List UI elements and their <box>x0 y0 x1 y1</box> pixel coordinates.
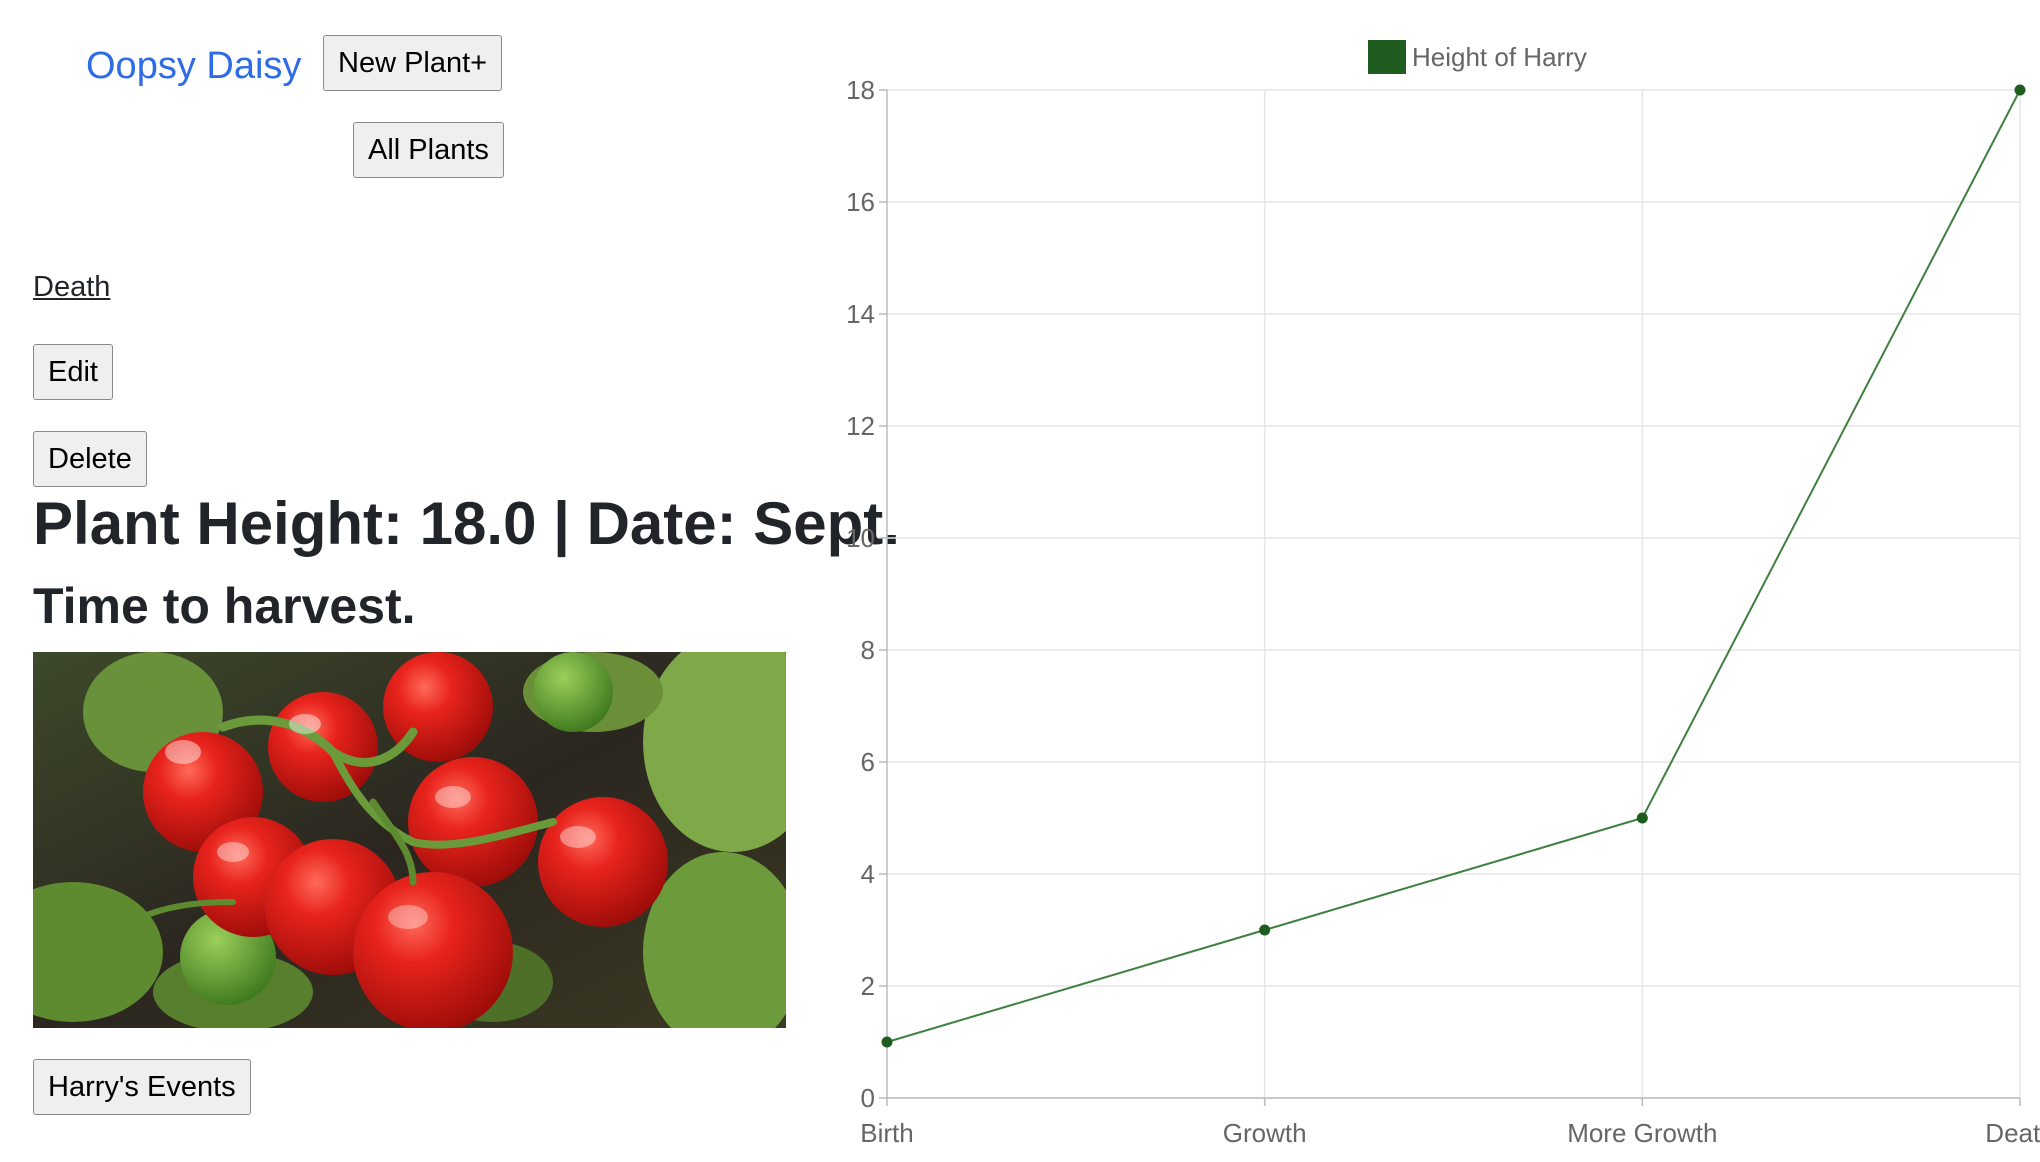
x-tick-label: Birth <box>860 1118 913 1148</box>
y-tick-label: 4 <box>861 859 875 889</box>
chart-series <box>881 84 2026 1048</box>
edit-button[interactable]: Edit <box>33 344 113 400</box>
events-button[interactable]: Harry's Events <box>33 1059 251 1115</box>
data-point <box>2014 84 2026 96</box>
series-line <box>886 89 2021 1043</box>
y-tick-label: 6 <box>861 747 875 777</box>
y-tick-label: 16 <box>846 187 875 217</box>
height-chart: 0 2 4 6 8 10 12 14 16 18 Birth Growth More Growth Dea… <box>846 40 2040 1148</box>
x-tick-label: Growth <box>1223 1118 1307 1148</box>
legend-swatch <box>1368 40 1406 74</box>
y-tick-label: 2 <box>861 971 875 1001</box>
chart-axes: 0 2 4 6 8 10 12 14 16 18 Birth Growth More Growth Dea… <box>846 75 2040 1148</box>
brand-link[interactable]: Oopsy Daisy <box>86 45 302 87</box>
delete-button[interactable]: Delete <box>33 431 147 487</box>
y-tick-label: 8 <box>861 635 875 665</box>
chart-grid <box>887 89 2021 1099</box>
event-title-link[interactable]: Death <box>33 271 111 303</box>
plant-photo <box>33 652 786 1028</box>
legend-label: Height of Harry <box>1412 42 1587 72</box>
y-tick-label: 0 <box>861 1083 875 1113</box>
data-point <box>1259 924 1271 936</box>
x-tick-label: More Growth <box>1567 1118 1717 1148</box>
y-tick-label: 12 <box>846 411 875 441</box>
y-tick-label: 10 <box>846 523 875 553</box>
y-tick-label: 14 <box>846 299 875 329</box>
new-plant-button[interactable]: New Plant+ <box>323 35 503 91</box>
data-point <box>881 1036 893 1048</box>
x-tick-label: Death <box>1985 1118 2040 1148</box>
event-heading: Plant Height: 18.0 | Date: Sept. <box>33 490 900 557</box>
y-tick-label: 18 <box>846 75 875 105</box>
data-point <box>1636 812 1648 824</box>
event-note: Time to harvest. <box>33 578 416 634</box>
chart-legend[interactable]: Height of Harry <box>1368 40 1587 74</box>
all-plants-button[interactable]: All Plants <box>353 122 504 178</box>
